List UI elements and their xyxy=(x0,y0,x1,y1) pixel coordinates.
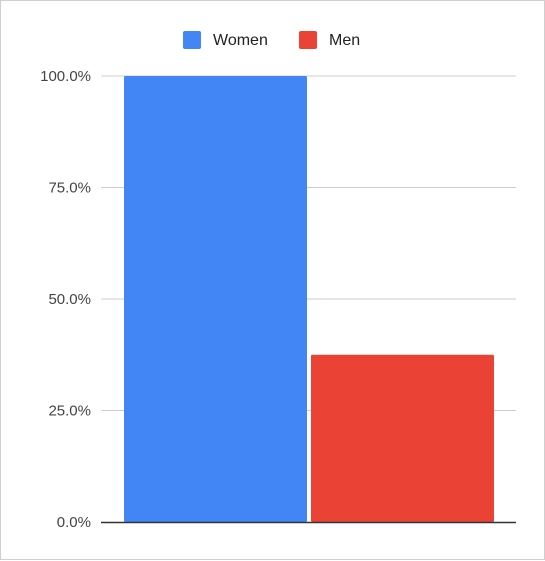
bars xyxy=(124,76,494,522)
legend-swatch-men xyxy=(299,31,317,49)
legend-label-women: Women xyxy=(213,32,268,49)
y-tick-label: 75.0% xyxy=(48,180,91,197)
legend-label-men: Men xyxy=(329,32,360,49)
y-axis-ticks: 0.0% 25.0% 50.0% 75.0% 100.0% xyxy=(40,68,91,531)
bar-women xyxy=(124,76,307,522)
y-tick-label: 50.0% xyxy=(48,291,91,308)
legend-swatch-women xyxy=(183,31,201,49)
legend: Women Men xyxy=(183,31,360,49)
y-tick-label: 0.0% xyxy=(57,514,91,531)
bar-men xyxy=(311,354,494,522)
y-tick-label: 100.0% xyxy=(40,68,91,85)
y-tick-label: 25.0% xyxy=(48,403,91,420)
